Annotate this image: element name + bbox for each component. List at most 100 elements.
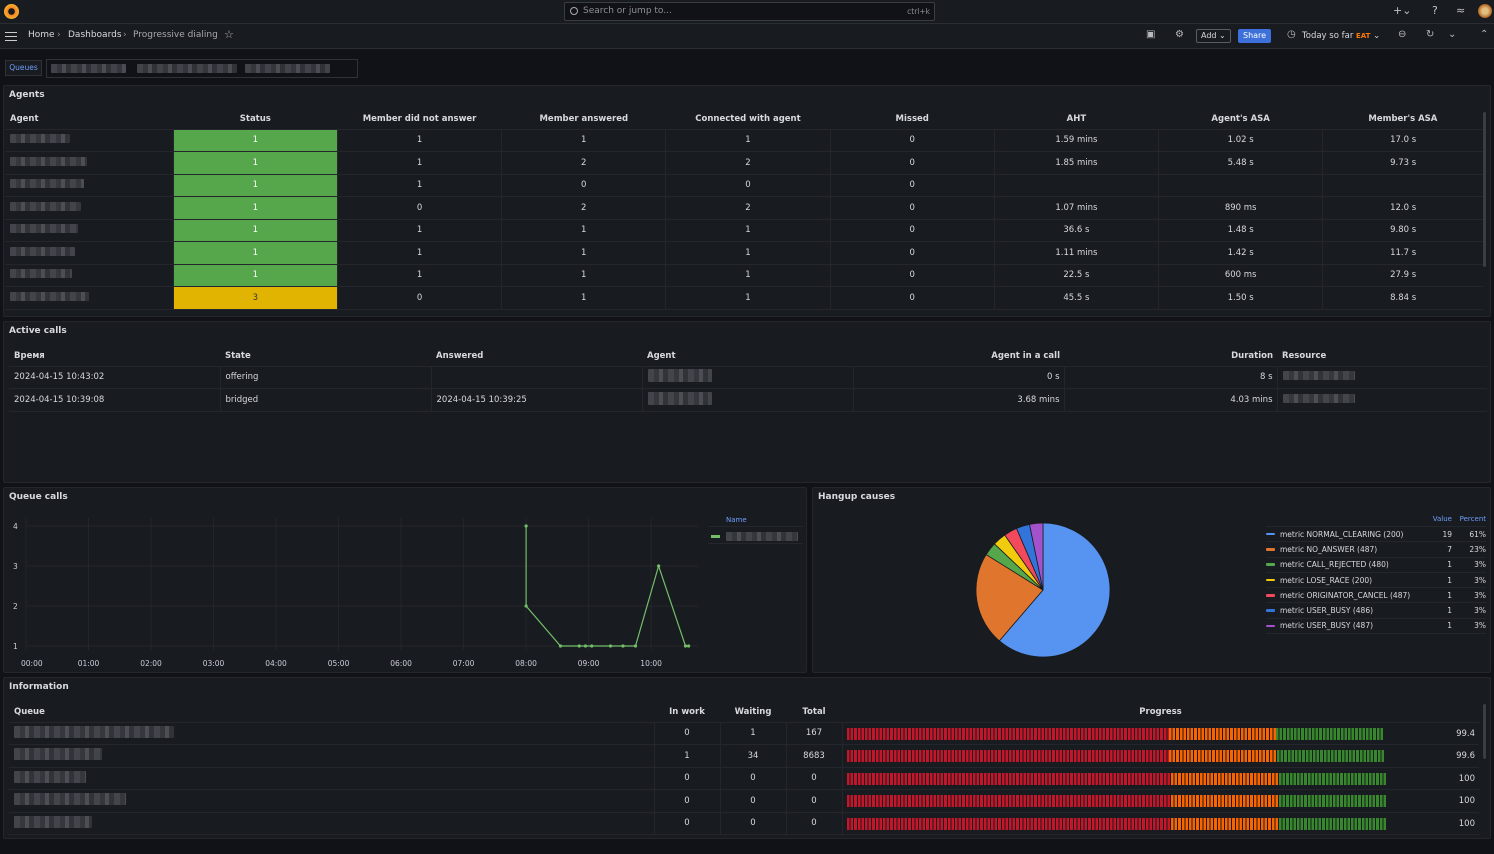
legend-item[interactable]: metric LOSE_RACE (200) 1 3% <box>1266 573 1486 589</box>
data-point[interactable] <box>524 604 528 608</box>
zoom-out-icon[interactable]: ⊖ <box>1398 29 1407 40</box>
table-row[interactable]: 0 1 167 99.4 <box>9 722 1479 745</box>
column-header[interactable]: Connected with agent <box>665 109 831 130</box>
in-work-cell: 0 <box>653 767 720 790</box>
legend-item[interactable]: metric ORIGINATOR_CANCEL (487) 1 3% <box>1266 588 1486 604</box>
table-row[interactable]: 1 1 1 1 0 22.5 s 600 ms 27.9 s <box>5 264 1483 287</box>
column-header[interactable]: Member's ASA <box>1322 109 1483 130</box>
column-header[interactable]: Total <box>786 702 842 723</box>
data-point[interactable] <box>687 644 691 648</box>
column-header[interactable]: Agent <box>5 109 174 130</box>
table-row[interactable]: 3 0 1 1 0 45.5 s 1.50 s 8.84 s <box>5 286 1483 310</box>
queue-calls-chart[interactable]: 00:00 01:00 02:00 03:00 04:00 05:00 06:00 07:00… <box>4 510 704 670</box>
column-header[interactable]: State <box>220 346 431 367</box>
menu-icon[interactable] <box>5 32 17 41</box>
legend-item[interactable]: metric USER_BUSY (486) 1 3% <box>1266 603 1486 619</box>
scrollbar[interactable] <box>1483 704 1486 759</box>
breadcrumb-home[interactable]: Home <box>28 30 55 40</box>
agents-panel: Agents Agent Status Member did not answer M… <box>3 85 1491 317</box>
data-point[interactable] <box>657 564 661 568</box>
aht-cell: 1.07 mins <box>993 196 1159 220</box>
legend-item[interactable] <box>708 529 803 544</box>
column-header[interactable]: Member did not answer <box>337 109 502 130</box>
collapse-chevron-icon[interactable]: ⌃ <box>1480 29 1489 40</box>
star-icon[interactable]: ☆ <box>224 28 234 41</box>
legend-item[interactable]: metric NO_ANSWER (487) 7 23% <box>1266 542 1486 558</box>
pie-slice[interactable] <box>975 554 1044 642</box>
column-header[interactable]: Progress <box>842 702 1479 723</box>
answered-cell: 1 <box>501 286 666 310</box>
table-row[interactable]: 1 1 1 1 0 1.59 mins 1.02 s 17.0 s <box>5 129 1483 152</box>
column-header[interactable]: Duration <box>1064 346 1277 367</box>
legend-item[interactable]: metric CALL_REJECTED (480) 1 3% <box>1266 558 1486 573</box>
progress-segment-orange <box>1170 795 1279 807</box>
table-row[interactable]: 1 1 1 1 0 1.11 mins 1.42 s 11.7 s <box>5 241 1483 265</box>
time-range-picker[interactable]: Today so far EAT ⌄ <box>1302 31 1381 41</box>
column-header[interactable]: Agent <box>642 346 853 367</box>
column-header[interactable]: Queue <box>9 702 654 723</box>
legend-item[interactable]: metric NORMAL_CLEARING (200) 19 61% <box>1266 527 1486 543</box>
column-header[interactable]: In work <box>654 702 720 723</box>
settings-gear-icon[interactable]: ⚙ <box>1175 29 1184 40</box>
data-point[interactable] <box>524 524 528 528</box>
table-row[interactable]: 0 0 0 100 <box>9 812 1479 835</box>
grafana-logo-icon[interactable] <box>4 4 19 19</box>
column-header[interactable]: Answered <box>431 346 642 367</box>
save-icon[interactable]: ▣ <box>1146 29 1156 40</box>
legend-value-header[interactable]: Value <box>1432 515 1452 523</box>
data-point[interactable] <box>633 644 638 648</box>
help-icon[interactable]: ? <box>1432 4 1438 17</box>
pie-slice[interactable] <box>1029 522 1044 591</box>
breadcrumb-dashboards[interactable]: Dashboards <box>68 30 122 40</box>
data-point[interactable] <box>608 644 613 648</box>
column-header[interactable]: Waiting <box>720 702 786 723</box>
column-header[interactable]: Member answered <box>501 109 666 130</box>
data-point[interactable] <box>558 644 563 648</box>
legend-item[interactable]: metric USER_BUSY (487) 1 3% <box>1266 619 1486 635</box>
progress-segment-green <box>1276 750 1385 762</box>
user-avatar[interactable] <box>1478 4 1492 18</box>
aht-cell: 1.85 mins <box>993 151 1159 175</box>
share-button[interactable]: Share <box>1238 29 1272 43</box>
data-point[interactable] <box>590 644 594 648</box>
column-header[interactable]: AHT <box>994 109 1159 130</box>
answered-cell: 1 <box>501 129 666 152</box>
column-header[interactable]: Resource <box>1277 346 1487 367</box>
hangup-causes-pie[interactable] <box>963 510 1123 670</box>
column-header[interactable]: Missed <box>830 109 995 130</box>
column-header[interactable]: Время <box>9 346 220 367</box>
table-row[interactable]: 1 34 8683 99.6 <box>9 744 1479 768</box>
pie-slice[interactable] <box>998 522 1111 658</box>
refresh-icon[interactable]: ↻ <box>1426 29 1435 40</box>
new-plus-icon[interactable]: +⌄ <box>1393 4 1412 17</box>
data-point[interactable] <box>577 644 581 648</box>
no-answer-cell: 0 <box>336 286 502 310</box>
column-header[interactable]: Agent in a call <box>853 346 1064 367</box>
table-row[interactable]: 0 0 0 100 <box>9 767 1479 790</box>
scrollbar[interactable] <box>1483 112 1486 267</box>
table-row[interactable]: 1 0 2 2 0 1.07 mins 890 ms 12.0 s <box>5 196 1483 220</box>
refresh-interval-chevron-icon[interactable]: ⌄ <box>1448 29 1457 40</box>
table-row[interactable]: 0 0 0 100 <box>9 789 1479 813</box>
data-point[interactable] <box>583 644 588 648</box>
agent-cell <box>5 286 174 310</box>
data-point[interactable] <box>621 644 625 648</box>
legend-header[interactable]: Name <box>708 516 803 527</box>
search-input[interactable]: Search or jump to... ctrl+k <box>564 2 935 21</box>
redacted-value <box>1282 393 1355 403</box>
column-header[interactable]: Status <box>173 109 338 130</box>
news-rss-icon[interactable]: ≈ <box>1456 4 1466 17</box>
table-row[interactable]: 2024-04-15 10:39:08 bridged 2024-04-15 10:… <box>9 388 1487 412</box>
table-row[interactable]: 1 1 2 2 0 1.85 mins 5.48 s 9.73 s <box>5 151 1483 175</box>
column-header[interactable]: Agent's ASA <box>1158 109 1323 130</box>
queues-variable-select[interactable] <box>46 59 358 78</box>
table-row[interactable]: 1 1 1 1 0 36.6 s 1.48 s 9.80 s <box>5 219 1483 242</box>
legend-swatch <box>1266 578 1275 582</box>
legend-percent-header[interactable]: Percent <box>1459 515 1486 523</box>
add-button[interactable]: Add ⌄ <box>1196 29 1231 43</box>
data-point[interactable] <box>683 644 688 648</box>
answered-cell: 1 <box>501 264 666 287</box>
